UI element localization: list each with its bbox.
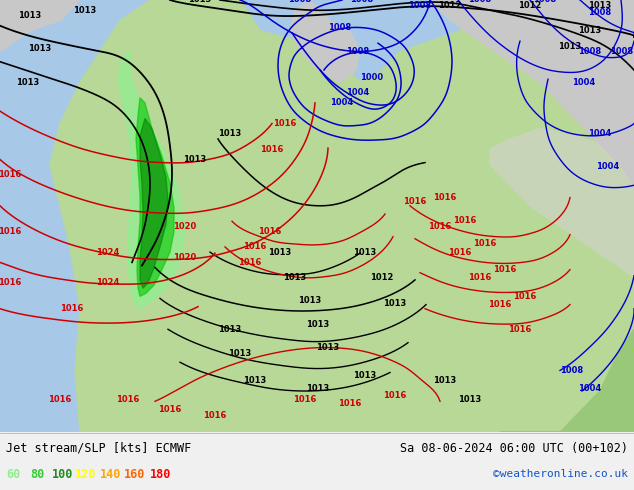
Text: 1020: 1020 [173,222,197,231]
Text: 1016: 1016 [493,265,517,274]
Text: 1016: 1016 [158,405,182,414]
Text: 1016: 1016 [243,243,267,251]
Text: 1016: 1016 [0,171,22,179]
Text: 1016: 1016 [433,193,456,202]
Text: 1016: 1016 [384,391,406,400]
Text: 1008: 1008 [288,0,311,4]
Text: 1016: 1016 [48,395,72,404]
Text: 1016: 1016 [339,399,361,408]
Text: 1013: 1013 [353,247,377,257]
Text: 1013: 1013 [183,155,207,164]
Text: 1013: 1013 [243,376,267,385]
Text: 1004: 1004 [588,129,612,138]
Text: 1013: 1013 [283,273,307,282]
Polygon shape [118,51,185,309]
Text: 1016: 1016 [294,395,317,404]
Polygon shape [0,0,80,51]
Polygon shape [136,98,174,296]
Text: 1008: 1008 [578,47,602,56]
Text: 1013: 1013 [306,319,330,329]
Text: 1008: 1008 [611,47,633,56]
Text: 1013: 1013 [559,42,581,51]
Text: 1016: 1016 [261,145,283,154]
Text: 1013: 1013 [74,6,96,15]
Text: 1016: 1016 [116,395,139,404]
Text: 1013: 1013 [458,395,482,404]
Text: 80: 80 [30,467,44,481]
Text: 1016: 1016 [273,119,297,128]
Text: 1016: 1016 [474,240,496,248]
Polygon shape [80,350,634,432]
Text: 1013: 1013 [299,296,321,305]
Text: 1016: 1016 [448,247,472,257]
Text: 1016: 1016 [238,258,262,267]
Text: 100: 100 [52,467,74,481]
Text: 160: 160 [124,467,145,481]
Text: 1013: 1013 [268,247,292,257]
Text: 1016: 1016 [0,278,22,288]
Text: 1024: 1024 [96,278,120,288]
Text: 1004: 1004 [578,385,602,393]
Text: 1016: 1016 [0,227,22,236]
Text: 1016: 1016 [514,292,537,301]
Text: 1013: 1013 [434,376,456,385]
Text: 1008: 1008 [408,0,432,10]
Text: 180: 180 [150,467,171,481]
Text: 1013: 1013 [588,0,612,10]
Text: 1024: 1024 [96,247,120,257]
Text: 1013: 1013 [29,44,51,53]
Text: 1013: 1013 [353,371,377,380]
Text: 1000: 1000 [361,73,384,82]
Text: 1012: 1012 [519,0,541,10]
Text: 1004: 1004 [346,88,370,97]
Text: 1004: 1004 [597,162,619,171]
Polygon shape [50,0,634,432]
Text: 1016: 1016 [488,300,512,309]
Text: 1016: 1016 [508,325,532,334]
Polygon shape [140,119,168,288]
Text: 1016: 1016 [453,216,477,225]
Text: 1016: 1016 [403,197,427,206]
Text: 140: 140 [100,467,121,481]
Text: 120: 120 [75,467,96,481]
Text: 1008: 1008 [560,366,583,375]
Text: 1013: 1013 [218,325,242,334]
Text: 1016: 1016 [258,227,281,236]
Polygon shape [490,128,634,278]
Text: 1013: 1013 [16,78,39,87]
Text: Sa 08-06-2024 06:00 UTC (00+102): Sa 08-06-2024 06:00 UTC (00+102) [400,441,628,455]
Text: 1013: 1013 [578,26,602,35]
Text: 1004: 1004 [330,98,354,107]
Text: 1020: 1020 [173,253,197,262]
Text: 1016: 1016 [429,222,451,231]
Text: 1013: 1013 [316,343,340,352]
Text: 1016: 1016 [60,304,84,313]
Text: 1013: 1013 [188,0,212,4]
Text: 1008: 1008 [588,8,612,17]
Text: Jet stream/SLP [kts] ECMWF: Jet stream/SLP [kts] ECMWF [6,441,191,455]
Text: ©weatheronline.co.uk: ©weatheronline.co.uk [493,469,628,479]
Text: 1008: 1008 [469,0,491,4]
Text: 1013: 1013 [384,299,406,308]
Polygon shape [500,329,634,432]
Polygon shape [430,0,634,185]
Text: 1013: 1013 [306,385,330,393]
Text: 1016: 1016 [204,411,227,420]
Text: 1008: 1008 [533,0,557,4]
Text: 1013: 1013 [228,349,252,359]
Text: 1008: 1008 [346,47,370,56]
Text: 1013: 1013 [18,11,42,20]
Text: 60: 60 [6,467,20,481]
Text: 1004: 1004 [573,78,595,87]
Polygon shape [290,0,360,82]
Text: 1008: 1008 [351,0,373,4]
Text: 1012: 1012 [438,0,462,10]
Text: 1016: 1016 [469,273,492,282]
Text: 1013: 1013 [218,129,242,138]
Text: 1008: 1008 [328,24,352,32]
Text: 1012: 1012 [370,273,394,282]
